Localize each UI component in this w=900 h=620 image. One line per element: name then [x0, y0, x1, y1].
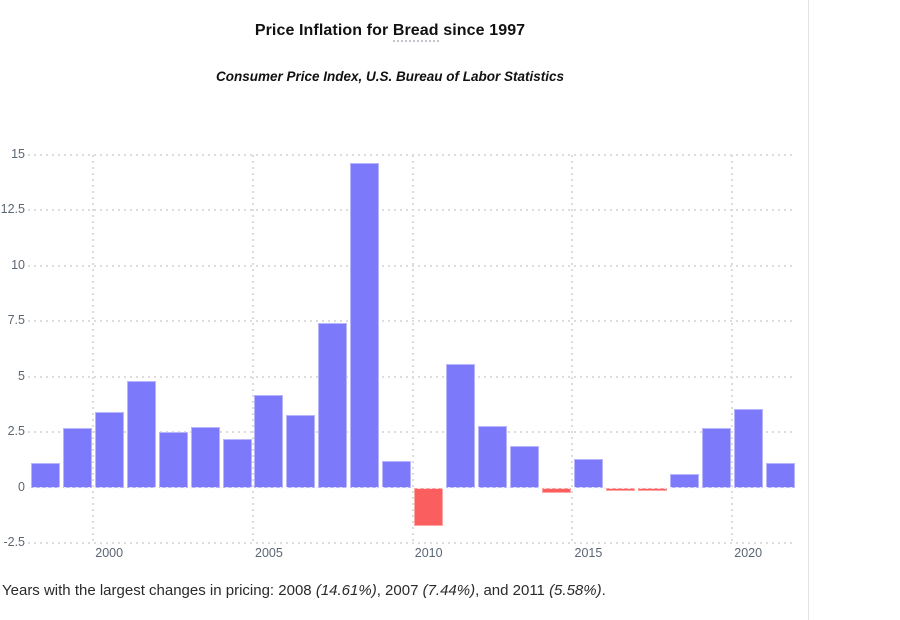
bar-2013[interactable]: [510, 445, 540, 488]
y-tick-label-7.5: 7.5: [7, 313, 25, 328]
chart-title-pre: Price Inflation for: [254, 22, 393, 39]
bar-2017[interactable]: [637, 487, 667, 492]
y-tick-label-0: 0: [18, 479, 25, 494]
y-gridline--2.5: [28, 542, 793, 545]
x-tick-label-2000: 2000: [95, 546, 124, 560]
bar-1999[interactable]: [62, 427, 92, 488]
bar-2002[interactable]: [158, 432, 188, 488]
caption: Years with the largest changes in pricin…: [2, 582, 606, 599]
y-tick-label-12.5: 12.5: [0, 202, 25, 217]
y-gridline-7.5: [28, 320, 793, 323]
y-tick-label-2.5: 2.5: [7, 424, 25, 439]
y-gridline-12.5: [28, 209, 793, 212]
bar-2000[interactable]: [94, 412, 124, 488]
bar-2021[interactable]: [765, 463, 795, 488]
caption-year-2007: , 2007: [376, 582, 423, 599]
y-gridline-15: [28, 153, 793, 156]
y-tick-label-10: 10: [11, 257, 25, 272]
caption-pct-2011: (5.58%): [549, 582, 602, 599]
y-tick-label-15: 15: [11, 146, 25, 161]
bar-2014[interactable]: [542, 487, 571, 493]
chart-title-term-bread[interactable]: Bread: [392, 22, 439, 42]
chart-subtitle: Consumer Price Index, U.S. Bureau of Lab…: [215, 69, 565, 84]
y-gridline-5: [28, 375, 793, 378]
zero-baseline: [28, 486, 793, 489]
x-gridline-2015: [571, 154, 574, 544]
bar-2005[interactable]: [254, 394, 284, 488]
y-gridline-10: [28, 264, 793, 267]
bar-1998[interactable]: [30, 463, 60, 488]
x-tick-label-2015: 2015: [574, 546, 603, 560]
bar-2009[interactable]: [382, 461, 412, 488]
bar-2020[interactable]: [733, 408, 763, 488]
bar-2016[interactable]: [605, 487, 635, 492]
bar-2018[interactable]: [669, 474, 699, 488]
x-gridline-2020: [731, 154, 734, 544]
bar-2001[interactable]: [126, 381, 156, 488]
y-tick-label-5: 5: [18, 368, 25, 383]
x-gridline-2010: [411, 154, 414, 544]
caption-pct-2008: (14.61%): [315, 582, 377, 599]
bar-2010[interactable]: [414, 487, 444, 526]
bar-2007[interactable]: [318, 322, 348, 488]
caption-year-2011: , and 2011: [475, 582, 550, 599]
y-gridline-2.5: [28, 431, 793, 434]
caption-lead: Years with the largest changes in pricin…: [2, 582, 279, 599]
bar-2019[interactable]: [701, 427, 731, 488]
caption-period: .: [601, 582, 606, 599]
bar-2015[interactable]: [573, 458, 603, 488]
y-tick-label--2.5: -2.5: [3, 535, 25, 550]
x-gridline-2005: [251, 154, 254, 544]
bar-2012[interactable]: [478, 425, 508, 488]
x-gridline-2000: [92, 154, 95, 544]
x-tick-label-2020: 2020: [734, 546, 763, 560]
bar-2003[interactable]: [190, 426, 220, 488]
caption-pct-2007: (7.44%): [422, 582, 476, 599]
x-tick-label-2010: 2010: [414, 546, 443, 560]
content-area-right-border: [808, 0, 809, 620]
bar-2006[interactable]: [286, 414, 316, 488]
chart-title-post: since 1997: [438, 22, 526, 39]
caption-year-2008: 2008: [278, 582, 316, 599]
chart-title: Price Inflation for Bread since 1997: [0, 22, 780, 42]
bar-2011[interactable]: [446, 363, 476, 488]
x-tick-label-2005: 2005: [255, 546, 283, 560]
bar-2008[interactable]: [350, 163, 380, 488]
bar-2004[interactable]: [222, 438, 252, 488]
